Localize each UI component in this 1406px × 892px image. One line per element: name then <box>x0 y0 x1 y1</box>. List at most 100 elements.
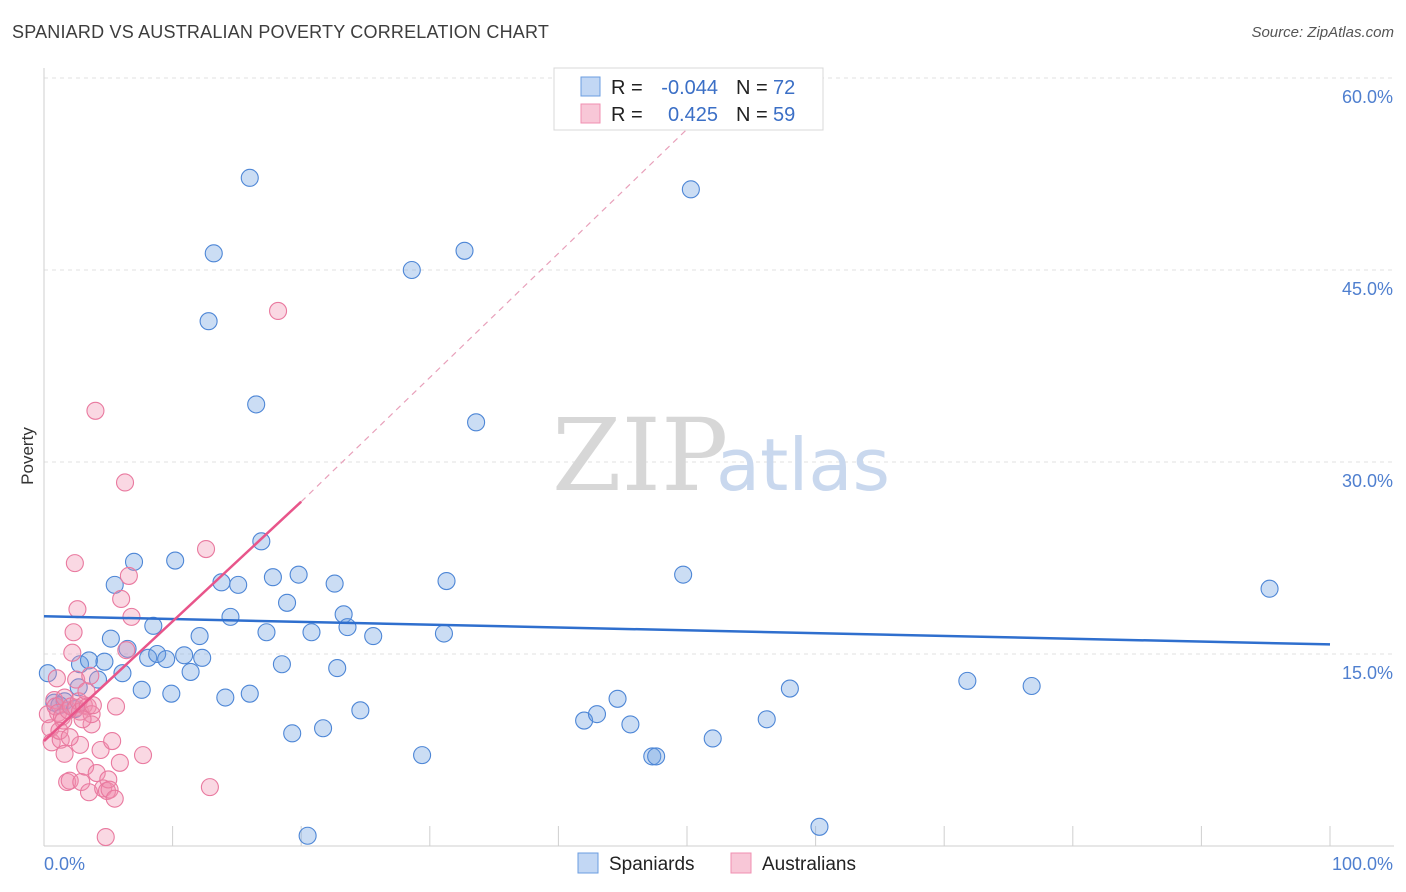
australians-point-57 <box>50 721 69 740</box>
spaniards-point-22 <box>181 662 200 681</box>
spaniards-point-37 <box>278 593 297 612</box>
australians-point-41 <box>100 780 119 799</box>
spaniards-point-25 <box>199 312 218 331</box>
australians-point-34 <box>83 696 102 715</box>
spaniards-point-63 <box>757 710 776 729</box>
spaniards-point-9 <box>101 629 120 648</box>
australians-point-47 <box>115 473 135 492</box>
spaniards-point-43 <box>325 574 344 593</box>
x-tick-label-0: 0.0% <box>44 854 85 874</box>
spaniards-point-62 <box>703 729 722 748</box>
y-axis-label: Poverty <box>18 427 37 485</box>
grid-lines <box>44 77 1394 655</box>
australians-point-32 <box>82 715 101 734</box>
spaniards-point-59 <box>647 747 666 766</box>
spaniards-point-68 <box>1260 579 1279 598</box>
bottom-legend-australians: Australians <box>762 854 856 875</box>
x-tick-labels: 0.0% 100.0% <box>44 854 1393 874</box>
australians-point-35 <box>86 401 105 420</box>
spaniards-point-55 <box>587 705 607 724</box>
spaniards-point-50 <box>434 624 453 643</box>
australians-point-33 <box>82 705 101 724</box>
spaniards-point-21 <box>175 646 194 665</box>
spaniards-point-67 <box>1022 676 1041 696</box>
australians-point-51 <box>133 746 153 765</box>
spaniards-point-61 <box>681 180 700 199</box>
spaniards-point-48 <box>364 627 383 646</box>
spaniards-point-70 <box>402 260 421 280</box>
spaniards-point-66 <box>958 671 977 690</box>
australians-trend-line <box>43 500 303 742</box>
spaniards-point-31 <box>240 684 259 703</box>
watermark-atlas: atlas <box>716 423 890 507</box>
spaniards-point-20 <box>166 551 185 570</box>
legend-swatch-spaniards <box>580 76 601 97</box>
spaniards-point-46 <box>338 618 357 637</box>
spaniards-point-53 <box>467 413 486 432</box>
legend-n-value-1: 72 <box>773 77 795 99</box>
australians-point-18 <box>65 554 84 573</box>
y-tick-labels: 15.0% 30.0% 45.0% 60.0% <box>1342 87 1393 683</box>
legend-n-label-1: N = <box>736 77 768 99</box>
spaniards-point-15 <box>139 648 158 667</box>
australians-point-27 <box>76 757 95 776</box>
legend-r-value-1: -0.044 <box>661 77 718 99</box>
australians-point-14 <box>60 771 79 790</box>
australians-point-44 <box>106 697 126 716</box>
spaniards-point-6 <box>79 651 99 670</box>
spaniards-point-0 <box>38 664 57 683</box>
australians-point-25 <box>72 772 91 792</box>
australians-point-10 <box>55 744 74 763</box>
spaniards-point-17 <box>148 644 167 664</box>
spaniards-point-23 <box>190 627 209 646</box>
bottom-legend-swatch-spaniards <box>577 852 599 874</box>
spaniards-point-12 <box>118 639 137 658</box>
spaniards-point-14 <box>132 680 151 699</box>
spaniards-point-41 <box>302 623 321 642</box>
australians-trend-extension <box>300 128 688 503</box>
australians-point-58 <box>60 728 79 747</box>
spaniards-point-38 <box>283 724 302 743</box>
legend-r-label-2: R = <box>611 104 643 126</box>
y-tick-label-2: 45.0% <box>1342 279 1393 299</box>
spaniards-point-58 <box>643 747 662 766</box>
y-tick-label-0: 15.0% <box>1342 663 1393 683</box>
spaniards-point-8 <box>95 652 114 671</box>
spaniards-point-32 <box>247 395 266 414</box>
spaniards-point-47 <box>351 701 370 720</box>
legend-r-label-1: R = <box>611 77 643 99</box>
spaniards-point-28 <box>216 688 235 707</box>
spaniards-point-40 <box>298 826 317 845</box>
spaniards-point-16 <box>144 616 163 635</box>
spaniards-point-49 <box>413 746 432 765</box>
source-label: Source: ZipAtlas.com <box>1251 24 1394 41</box>
spaniards-point-57 <box>621 715 640 734</box>
spaniards-point-60 <box>674 565 693 584</box>
spaniards-point-26 <box>204 244 223 263</box>
spaniards-point-39 <box>289 565 308 584</box>
spaniards-trend-line <box>43 614 1331 646</box>
legend-swatch-australians <box>580 103 601 124</box>
spaniards-point-34 <box>257 623 276 642</box>
australians-point-46 <box>112 589 131 609</box>
spaniards-point-30 <box>229 575 248 594</box>
legend-box: R = -0.044 N = 72 R = 0.425 N = 59 <box>553 67 824 131</box>
watermark-zip: ZIP <box>552 397 728 514</box>
australians-point-16 <box>63 643 82 662</box>
spaniards-point-29 <box>221 607 240 626</box>
australians-point-54 <box>269 301 288 321</box>
australians-point-42 <box>103 731 122 751</box>
spaniards-point-11 <box>113 664 132 683</box>
spaniards-point-24 <box>193 648 212 667</box>
legend-n-value-2: 59 <box>773 104 795 126</box>
australians-point-30 <box>79 783 99 802</box>
australians-point-49 <box>119 566 138 585</box>
australians-point-55 <box>96 827 115 847</box>
spaniards-point-19 <box>162 684 181 703</box>
australians-point-17 <box>64 623 83 642</box>
spaniards-point-44 <box>328 659 347 678</box>
bottom-legend-spaniards: Spaniards <box>609 854 695 875</box>
australians-point-31 <box>81 666 100 685</box>
australians-point-21 <box>68 600 87 619</box>
spaniards-point-35 <box>263 568 282 587</box>
